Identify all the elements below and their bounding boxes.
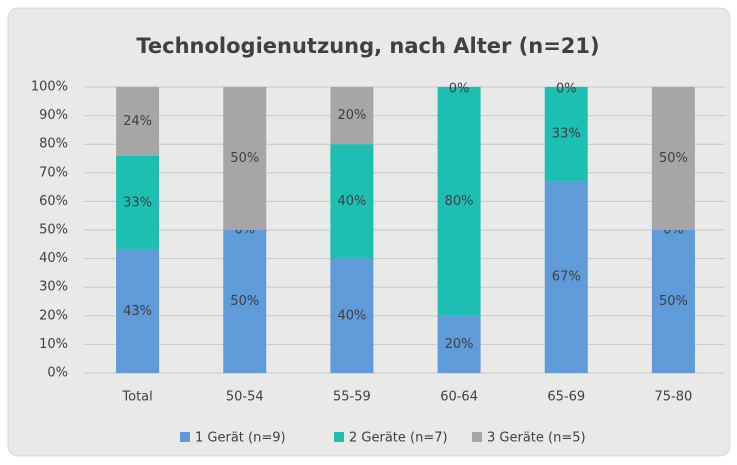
data-label: 50% [659, 294, 688, 309]
data-label: 24% [123, 114, 152, 129]
y-tick-label: 60% [39, 194, 68, 209]
legend-swatch [180, 432, 190, 442]
legend-label: 1 Gerät (n=9) [195, 431, 286, 446]
x-tick-label: 65-69 [547, 390, 585, 405]
data-label: 80% [445, 194, 474, 209]
legend-swatch [472, 432, 482, 442]
bar-segment [651, 230, 695, 373]
bar-segment [544, 181, 588, 373]
bar-segment [651, 87, 695, 230]
data-label: 33% [123, 195, 152, 210]
y-tick-label: 90% [39, 108, 68, 123]
x-tick-label: Total [121, 390, 152, 405]
y-tick-label: 70% [39, 165, 68, 180]
bar-segment [437, 315, 481, 373]
bar-segment [437, 87, 481, 316]
y-tick-label: 80% [39, 137, 68, 152]
bar-segment [330, 144, 374, 259]
data-label: 33% [552, 127, 581, 142]
legend-label: 3 Geräte (n=5) [487, 431, 586, 446]
data-label: 67% [552, 270, 581, 285]
data-label: 43% [123, 304, 152, 319]
legend-label: 2 Geräte (n=7) [349, 431, 448, 446]
bar-segment [116, 155, 160, 251]
bar-segment [223, 87, 267, 230]
x-tick-label: 60-64 [440, 390, 478, 405]
bar-segment [544, 87, 588, 182]
data-label: 0% [556, 82, 577, 97]
data-label: 50% [659, 151, 688, 166]
y-tick-label: 30% [39, 280, 68, 295]
chart-title: Technologienutzung, nach Alter (n=21) [136, 34, 599, 58]
y-tick-label: 100% [31, 80, 68, 95]
bar-segment [330, 258, 374, 373]
bar-segment [116, 250, 160, 373]
data-label: 40% [337, 194, 366, 209]
x-tick-label: 50-54 [226, 390, 264, 405]
bar-segment [116, 87, 160, 156]
y-tick-label: 10% [39, 337, 68, 352]
legend-swatch [334, 432, 344, 442]
data-label: 20% [445, 337, 474, 352]
data-label: 40% [337, 308, 366, 323]
data-label: 50% [230, 151, 259, 166]
x-tick-label: 75-80 [655, 390, 693, 405]
x-tick-label: 55-59 [333, 390, 371, 405]
bar-segment [330, 87, 374, 145]
y-tick-label: 0% [47, 366, 68, 381]
y-tick-label: 40% [39, 251, 68, 266]
y-tick-label: 50% [39, 223, 68, 238]
y-tick-label: 20% [39, 308, 68, 323]
bar-segment [223, 230, 267, 373]
data-label: 20% [337, 108, 366, 123]
data-label: 50% [230, 294, 259, 309]
data-label: 0% [449, 82, 470, 97]
